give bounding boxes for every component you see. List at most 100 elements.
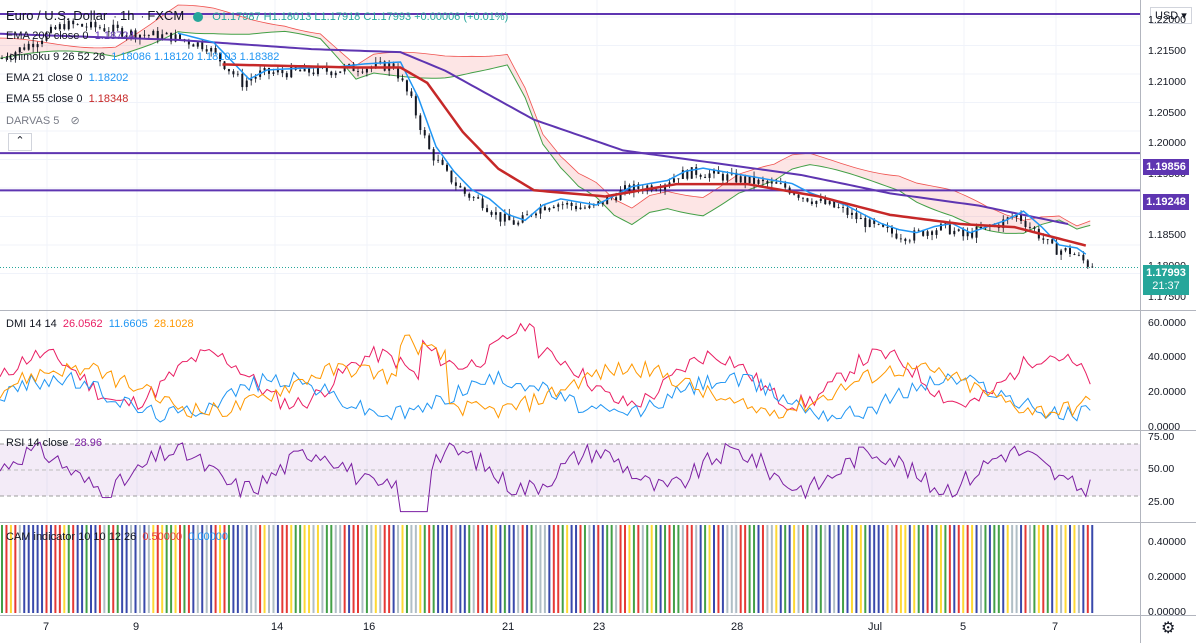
candle-body bbox=[962, 229, 965, 237]
cam-bar bbox=[1015, 525, 1018, 613]
candle-body bbox=[147, 35, 150, 36]
cam-bar bbox=[459, 525, 462, 613]
cam-bar bbox=[672, 525, 675, 613]
cam-bar bbox=[490, 525, 493, 613]
candle-body bbox=[926, 231, 929, 236]
candle-body bbox=[775, 182, 778, 184]
candle-body bbox=[165, 32, 168, 35]
settings-gear-icon[interactable]: ⚙ bbox=[1161, 620, 1176, 637]
collapse-legend-button[interactable]: ⌃ bbox=[8, 133, 32, 151]
cam-bar bbox=[592, 525, 595, 613]
candle-body bbox=[859, 217, 862, 220]
cam-bar bbox=[397, 525, 400, 613]
bar-countdown: 21:37 bbox=[1152, 280, 1180, 292]
candle-body bbox=[174, 34, 177, 42]
cam-bar bbox=[561, 525, 564, 613]
candle-body bbox=[281, 69, 284, 74]
candle-body bbox=[819, 198, 822, 201]
cam-bar bbox=[1051, 525, 1054, 613]
legend-cam[interactable]: CAM indicator 10 10 12 26 0.50000 0.0000… bbox=[6, 531, 228, 543]
cam-bar bbox=[753, 525, 756, 613]
candle-body bbox=[597, 201, 600, 204]
candle-body bbox=[121, 27, 124, 37]
cam-bar bbox=[294, 525, 297, 613]
cam-bar bbox=[481, 525, 484, 613]
candle-body bbox=[726, 174, 729, 181]
candle-body bbox=[468, 193, 471, 198]
cam-bar bbox=[806, 525, 809, 613]
symbol-header[interactable]: Euro / U.S. Dollar · 1h · FXCM O1.17987 … bbox=[6, 8, 509, 23]
cam-bar bbox=[908, 525, 911, 613]
cam-bar bbox=[1060, 525, 1063, 613]
horizontal-levels[interactable] bbox=[0, 13, 1140, 268]
cam-bar bbox=[668, 525, 671, 613]
cam-bar bbox=[953, 525, 956, 613]
cam-bar bbox=[45, 525, 48, 613]
candle-body bbox=[699, 174, 702, 177]
candle-body bbox=[735, 172, 738, 183]
cam-bar bbox=[232, 525, 235, 613]
cam-bar bbox=[441, 525, 444, 613]
candle-body bbox=[739, 176, 742, 183]
cam-bar bbox=[704, 525, 707, 613]
legend-ichimoku[interactable]: Ichimoku 9 26 52 26 1.18086 1.18120 1.18… bbox=[6, 51, 279, 63]
candle-body bbox=[846, 207, 849, 215]
cam-bar bbox=[517, 525, 520, 613]
currency-label: USD bbox=[1155, 10, 1179, 22]
candle-body bbox=[753, 176, 756, 184]
legend-darvas[interactable]: DARVAS 5 ⊘ bbox=[6, 114, 80, 127]
candle-body bbox=[477, 197, 480, 199]
cam-bar bbox=[975, 525, 978, 613]
cam-bar bbox=[535, 525, 537, 613]
cam-bar bbox=[859, 525, 862, 613]
candle-body bbox=[205, 49, 208, 52]
cam-bar bbox=[58, 525, 61, 613]
cam-bar bbox=[530, 525, 533, 613]
candle-body bbox=[5, 58, 8, 60]
time-tick: 9 bbox=[133, 621, 140, 633]
legend-ema21[interactable]: EMA 21 close 0 1.18202 bbox=[6, 72, 128, 84]
candle-body bbox=[112, 24, 115, 32]
adx-line bbox=[0, 334, 1091, 419]
cam-bar bbox=[1042, 525, 1045, 613]
cam-bar bbox=[299, 525, 302, 613]
cam-bar bbox=[993, 525, 996, 613]
cam-bar bbox=[597, 525, 600, 613]
currency-selector[interactable]: USD ▾ bbox=[1150, 7, 1192, 24]
candle-body bbox=[606, 197, 609, 205]
candle-body bbox=[779, 183, 782, 185]
candle-body bbox=[98, 27, 101, 29]
eye-hidden-icon[interactable]: ⊘ bbox=[70, 115, 80, 127]
price-tick: 1.18500 bbox=[1148, 229, 1186, 242]
legend-ema55[interactable]: EMA 55 close 0 1.18348 bbox=[6, 93, 128, 105]
cam-bar bbox=[1011, 525, 1014, 613]
candle-body bbox=[1046, 239, 1049, 241]
candle-body bbox=[481, 198, 484, 209]
cam-bar bbox=[828, 525, 831, 613]
cam-bar bbox=[437, 525, 440, 613]
price-tick: 1.21000 bbox=[1148, 75, 1186, 88]
candle-body bbox=[437, 159, 440, 161]
candle-body bbox=[138, 34, 141, 40]
legend-dmi[interactable]: DMI 14 14 26.0562 11.6605 28.1028 bbox=[6, 318, 194, 330]
candle-body bbox=[517, 222, 520, 225]
cam-bar bbox=[922, 525, 925, 613]
last-price-value: 1.17993 bbox=[1146, 267, 1186, 279]
last-price-tag: 1.17993 21:37 bbox=[1143, 265, 1189, 295]
candle-body bbox=[1069, 248, 1071, 255]
candle-body bbox=[58, 24, 61, 30]
cam-bar bbox=[984, 525, 987, 613]
candle-body bbox=[668, 182, 671, 185]
candle-body bbox=[63, 24, 66, 30]
cam-bar bbox=[939, 525, 942, 613]
legend-ema200[interactable]: EMA 200 close 0 1.18724 bbox=[6, 30, 134, 42]
cam-bar bbox=[873, 525, 876, 613]
candle-body bbox=[1002, 219, 1005, 229]
rsi-value: 28.96 bbox=[74, 437, 103, 449]
cam-bar bbox=[966, 525, 969, 613]
legend-rsi[interactable]: RSI 14 close 28.96 bbox=[6, 437, 102, 449]
chevron-down-icon: ▾ bbox=[1181, 10, 1187, 22]
candle-body bbox=[672, 178, 675, 183]
time-tick: 14 bbox=[271, 621, 284, 633]
